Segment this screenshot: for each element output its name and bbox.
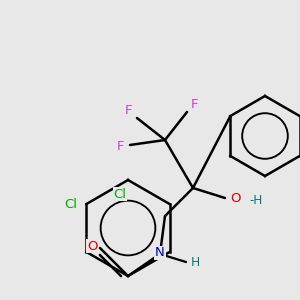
Text: Cl: Cl [64, 199, 77, 212]
Text: -H: -H [249, 194, 262, 208]
Text: F: F [191, 98, 199, 112]
Text: F: F [125, 104, 133, 118]
Text: O: O [87, 239, 97, 253]
Text: F: F [117, 140, 125, 154]
Text: Cl: Cl [113, 188, 127, 200]
Text: O: O [230, 193, 241, 206]
Text: H: H [190, 256, 200, 268]
Text: N: N [155, 247, 165, 260]
